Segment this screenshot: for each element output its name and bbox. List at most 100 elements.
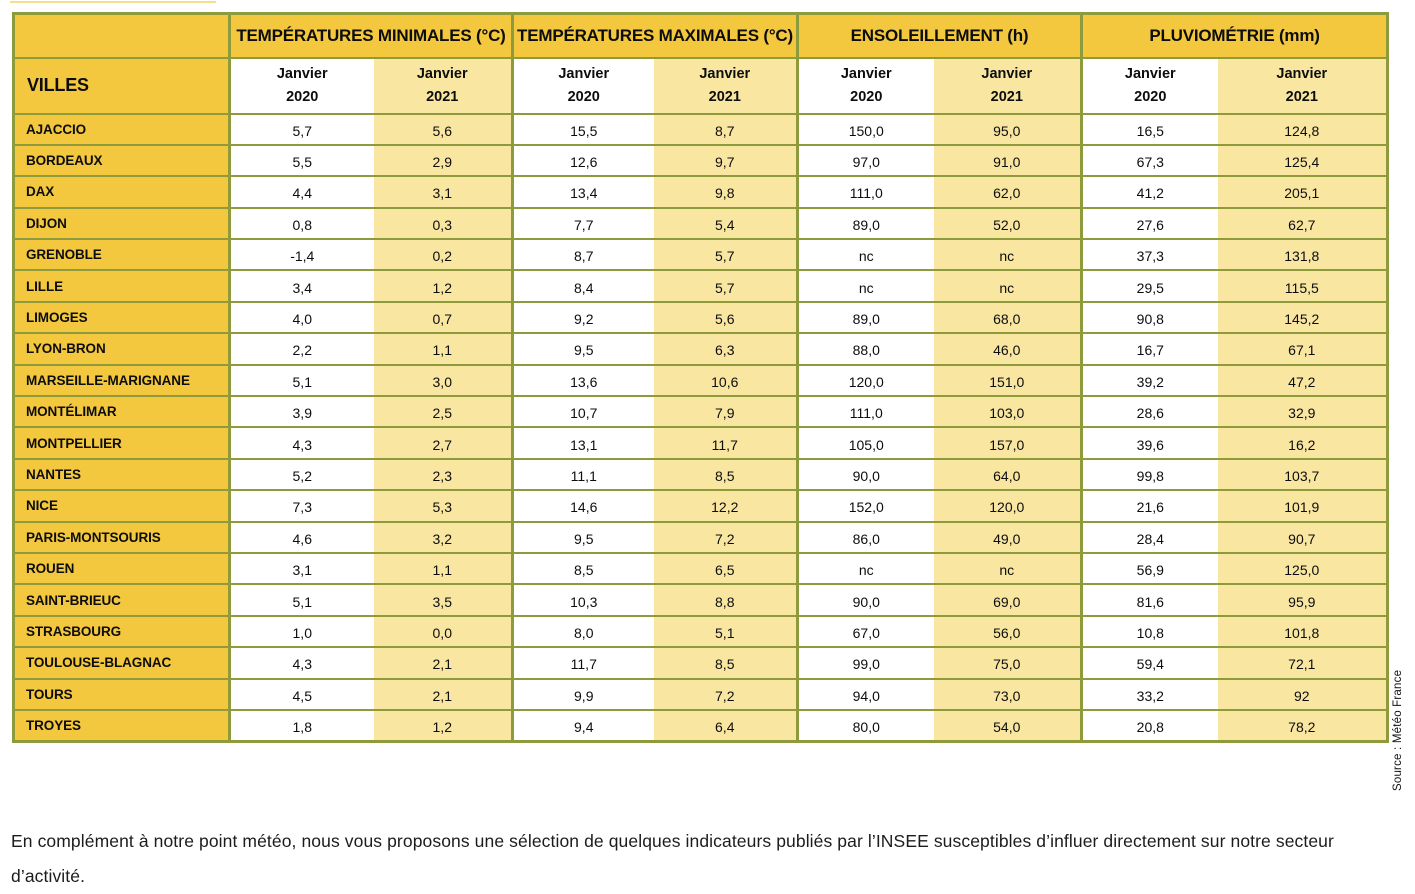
table-row: DAX 4,4 3,1 13,4 9,8 111,0 62,0 41,2 205… <box>13 175 1388 208</box>
cell-rain-2021: 205,1 <box>1217 175 1388 208</box>
table-row: SAINT-BRIEUC 5,1 3,5 10,3 8,8 90,0 69,0 … <box>13 583 1388 616</box>
cell-sun-2020: 94,0 <box>796 677 934 710</box>
cell-rain-2021: 95,9 <box>1217 583 1388 616</box>
cell-rain-2020: 28,4 <box>1080 520 1218 553</box>
city-name: NICE <box>13 489 230 522</box>
cell-sun-2020: 90,0 <box>796 457 934 491</box>
cell-tempmax-2021: 9,7 <box>653 143 798 177</box>
table-row: GRENOBLE -1,4 0,2 8,7 5,7 nc nc 37,3 131… <box>13 238 1388 271</box>
cell-sun-2020: 86,0 <box>796 520 934 553</box>
cell-tempmax-2020: 9,5 <box>511 332 654 365</box>
cell-tempmin-2021: 0,2 <box>373 238 513 271</box>
cell-tempmin-2020: 7,3 <box>228 489 374 522</box>
cell-rain-2020: 16,5 <box>1080 112 1218 145</box>
cell-sun-2020: 150,0 <box>796 112 934 145</box>
table-row: STRASBOURG 1,0 0,0 8,0 5,1 67,0 56,0 10,… <box>13 614 1388 648</box>
cell-tempmin-2021: 3,1 <box>373 175 513 208</box>
cell-tempmax-2020: 8,5 <box>511 551 654 585</box>
cell-rain-2020: 99,8 <box>1080 457 1218 491</box>
cell-tempmin-2020: 3,1 <box>228 551 374 585</box>
city-name: AJACCIO <box>13 112 230 145</box>
cell-sun-2021: 151,0 <box>933 363 1082 397</box>
cell-tempmin-2020: 1,8 <box>228 708 374 742</box>
cell-sun-2021: 73,0 <box>933 677 1082 710</box>
table-body: AJACCIO 5,7 5,6 15,5 8,7 150,0 95,0 16,5… <box>13 112 1388 742</box>
city-name: MONTÉLIMAR <box>13 395 230 428</box>
cell-tempmax-2021: 5,6 <box>653 300 798 334</box>
cell-tempmax-2021: 8,5 <box>653 457 798 491</box>
cell-tempmax-2021: 8,8 <box>653 583 798 616</box>
table-row: DIJON 0,8 0,3 7,7 5,4 89,0 52,0 27,6 62,… <box>13 206 1388 240</box>
city-name: DIJON <box>13 206 230 240</box>
cell-sun-2020: 120,0 <box>796 363 934 397</box>
city-name: NANTES <box>13 457 230 491</box>
cell-rain-2021: 131,8 <box>1217 238 1388 271</box>
cell-sun-2020: 89,0 <box>796 300 934 334</box>
table-row: AJACCIO 5,7 5,6 15,5 8,7 150,0 95,0 16,5… <box>13 112 1388 145</box>
cell-tempmax-2020: 9,5 <box>511 520 654 553</box>
city-name: TOURS <box>13 677 230 710</box>
cell-tempmin-2020: 3,9 <box>228 395 374 428</box>
cell-tempmax-2020: 10,3 <box>511 583 654 616</box>
cell-sun-2021: nc <box>933 238 1082 271</box>
cell-sun-2020: 89,0 <box>796 206 934 240</box>
city-name: GRENOBLE <box>13 238 230 271</box>
table-row: TROYES 1,8 1,2 9,4 6,4 80,0 54,0 20,8 78… <box>13 708 1388 742</box>
cell-sun-2020: 90,0 <box>796 583 934 616</box>
cell-rain-2020: 10,8 <box>1080 614 1218 648</box>
cell-tempmax-2020: 10,7 <box>511 395 654 428</box>
cell-sun-2020: 111,0 <box>796 175 934 208</box>
subheader-sun-2020: Janvier 2020 <box>796 56 934 114</box>
city-name: LYON-BRON <box>13 332 230 365</box>
cell-rain-2020: 20,8 <box>1080 708 1218 742</box>
weather-table: TEMPÉRATURES MINIMALES (°C) TEMPÉRATURES… <box>12 12 1390 743</box>
table-row: NICE 7,3 5,3 14,6 12,2 152,0 120,0 21,6 … <box>13 489 1388 522</box>
cell-tempmax-2021: 11,7 <box>653 426 798 459</box>
cell-tempmax-2020: 9,9 <box>511 677 654 710</box>
cell-tempmin-2020: 4,4 <box>228 175 374 208</box>
cell-rain-2021: 47,2 <box>1217 363 1388 397</box>
cell-rain-2021: 72,1 <box>1217 646 1388 679</box>
cell-tempmax-2020: 8,4 <box>511 269 654 302</box>
cell-tempmax-2020: 14,6 <box>511 489 654 522</box>
section-header-temp-min: TEMPÉRATURES MINIMALES (°C) <box>228 12 513 58</box>
cell-tempmin-2020: 1,0 <box>228 614 374 648</box>
cell-rain-2021: 103,7 <box>1217 457 1388 491</box>
cell-sun-2021: 120,0 <box>933 489 1082 522</box>
cell-sun-2021: 46,0 <box>933 332 1082 365</box>
table-row: TOULOUSE-BLAGNAC 4,3 2,1 11,7 8,5 99,0 7… <box>13 646 1388 679</box>
cell-rain-2020: 39,6 <box>1080 426 1218 459</box>
cell-tempmin-2021: 5,6 <box>373 112 513 145</box>
cell-tempmax-2020: 11,7 <box>511 646 654 679</box>
subheader-rain-2020: Janvier 2020 <box>1080 56 1218 114</box>
city-name: MARSEILLE-MARIGNANE <box>13 363 230 397</box>
cell-tempmin-2020: 5,2 <box>228 457 374 491</box>
table-row: LYON-BRON 2,2 1,1 9,5 6,3 88,0 46,0 16,7… <box>13 332 1388 365</box>
cell-tempmin-2020: -1,4 <box>228 238 374 271</box>
cell-sun-2021: 95,0 <box>933 112 1082 145</box>
cell-sun-2020: 67,0 <box>796 614 934 648</box>
city-name: TOULOUSE-BLAGNAC <box>13 646 230 679</box>
cell-tempmin-2020: 5,7 <box>228 112 374 145</box>
cell-rain-2021: 90,7 <box>1217 520 1388 553</box>
cell-tempmin-2020: 4,3 <box>228 646 374 679</box>
table-row: NANTES 5,2 2,3 11,1 8,5 90,0 64,0 99,8 1… <box>13 457 1388 491</box>
subheader-tempmax-2020: Janvier 2020 <box>511 56 654 114</box>
cell-tempmin-2021: 1,2 <box>373 708 513 742</box>
table-row: MARSEILLE-MARIGNANE 5,1 3,0 13,6 10,6 12… <box>13 363 1388 397</box>
cell-rain-2020: 41,2 <box>1080 175 1218 208</box>
cell-tempmin-2020: 0,8 <box>228 206 374 240</box>
cell-sun-2020: 152,0 <box>796 489 934 522</box>
cell-tempmin-2021: 2,5 <box>373 395 513 428</box>
table-row: PARIS-MONTSOURIS 4,6 3,2 9,5 7,2 86,0 49… <box>13 520 1388 553</box>
cell-sun-2020: nc <box>796 238 934 271</box>
cell-rain-2020: 67,3 <box>1080 143 1218 177</box>
source-credit: Source : Météo France <box>1392 669 1404 791</box>
subheader-tempmin-2020: Janvier 2020 <box>228 56 374 114</box>
cell-rain-2020: 33,2 <box>1080 677 1218 710</box>
city-name: MONTPELLIER <box>13 426 230 459</box>
table-row: TOURS 4,5 2,1 9,9 7,2 94,0 73,0 33,2 92 <box>13 677 1388 710</box>
cell-sun-2021: 157,0 <box>933 426 1082 459</box>
cell-tempmax-2020: 13,1 <box>511 426 654 459</box>
cell-tempmin-2021: 1,2 <box>373 269 513 302</box>
